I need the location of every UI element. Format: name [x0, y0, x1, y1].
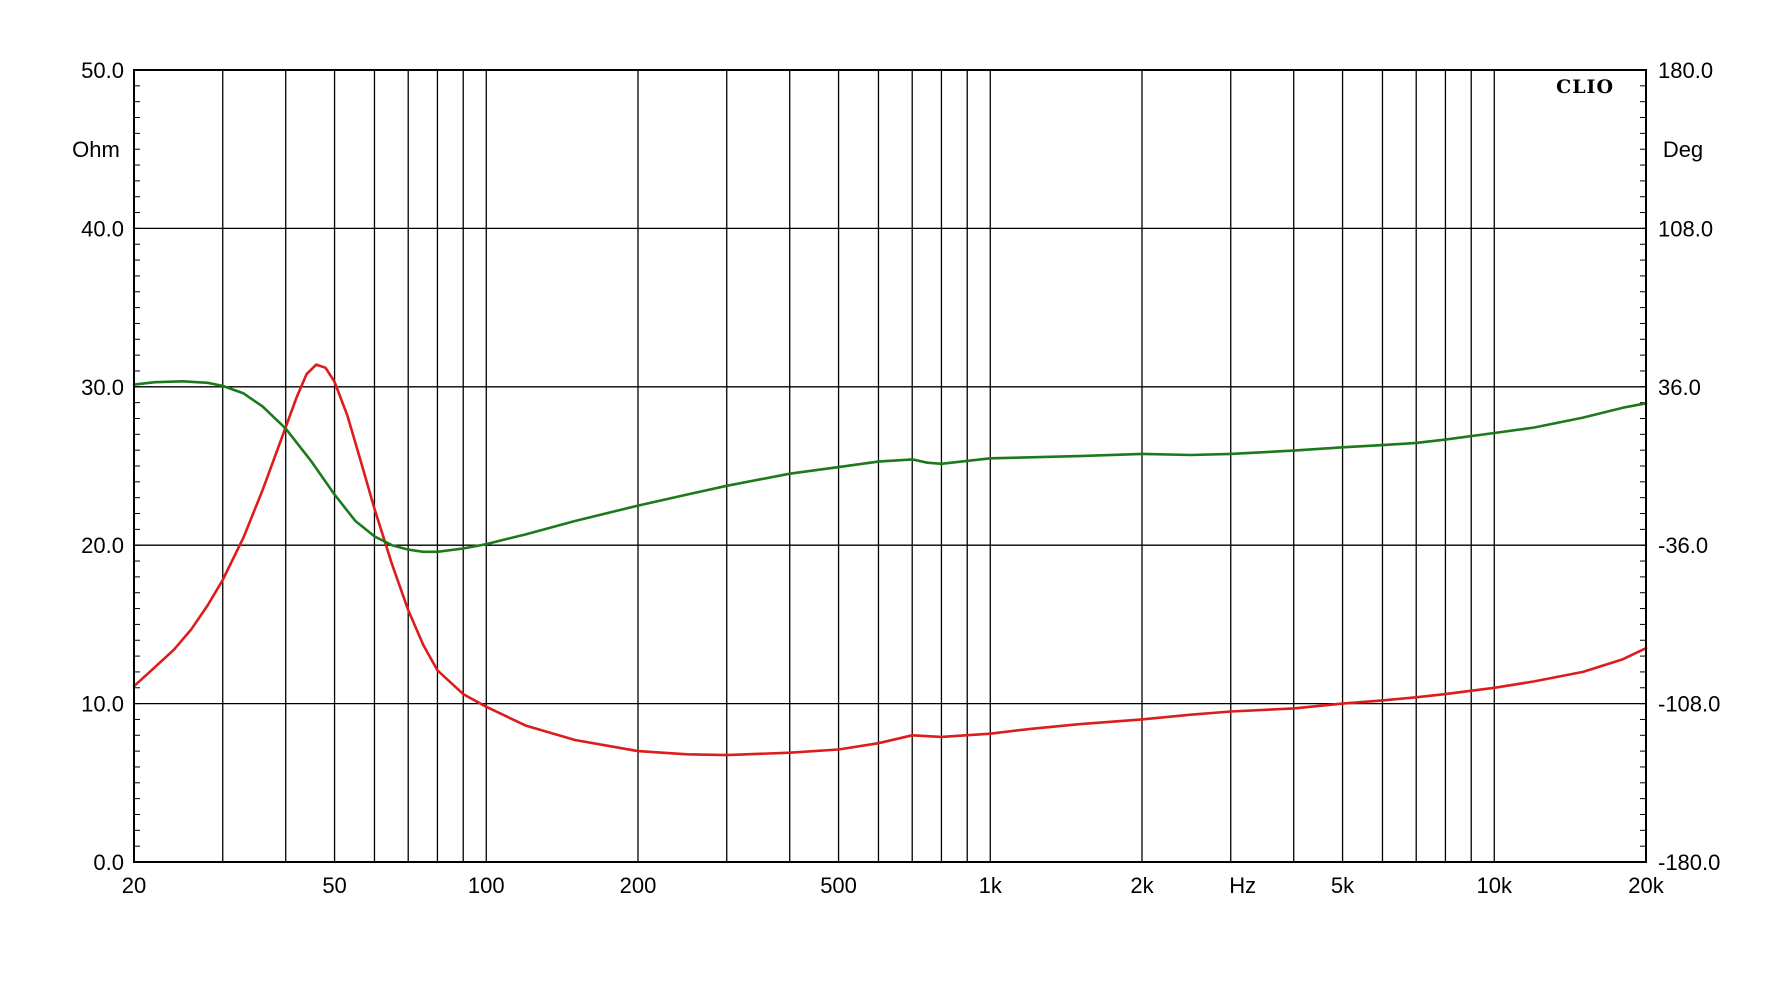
right-y-tick-label: -108.0 [1658, 692, 1720, 717]
x-tick-label: 2k [1130, 873, 1154, 898]
x-tick-label: 200 [620, 873, 657, 898]
right-y-tick-label: 36.0 [1658, 375, 1701, 400]
right-y-tick-label: 180.0 [1658, 58, 1713, 83]
brand-label: CLIO [1556, 76, 1614, 98]
x-tick-label: 1k [979, 873, 1003, 898]
left-y-tick-label: 50.0 [81, 58, 124, 83]
x-tick-label: 50 [322, 873, 346, 898]
right-axis-unit-label: Deg [1663, 137, 1703, 162]
left-y-tick-label: 30.0 [81, 375, 124, 400]
left-y-tick-label: 0.0 [93, 850, 124, 875]
impedance-curve [132, 363, 1648, 757]
right-y-tick-label: -36.0 [1658, 533, 1708, 558]
x-tick-label: 500 [820, 873, 857, 898]
x-tick-label: 100 [468, 873, 505, 898]
left-y-tick-label: 20.0 [81, 533, 124, 558]
x-tick-label: 10k [1477, 873, 1513, 898]
left-y-tick-label: 10.0 [81, 692, 124, 717]
right-y-tick-label: -180.0 [1658, 850, 1720, 875]
x-tick-label: 20k [1628, 873, 1664, 898]
right-y-tick-label: 108.0 [1658, 216, 1713, 241]
plot-frame [133, 69, 1647, 863]
left-y-tick-label: 40.0 [81, 216, 124, 241]
phase-curve [132, 380, 1648, 554]
left-axis-unit-label: Ohm [72, 137, 120, 162]
x-tick-label: 20 [122, 873, 146, 898]
tick-labels: 20 50 100 200 500 1k 2k 5k 10k 20k 0.0 10.0 20.0 30.0… [81, 58, 1720, 898]
x-axis-unit-label: Hz [1229, 873, 1256, 898]
x-tick-label: 5k [1331, 873, 1355, 898]
series-layer [132, 363, 1648, 757]
